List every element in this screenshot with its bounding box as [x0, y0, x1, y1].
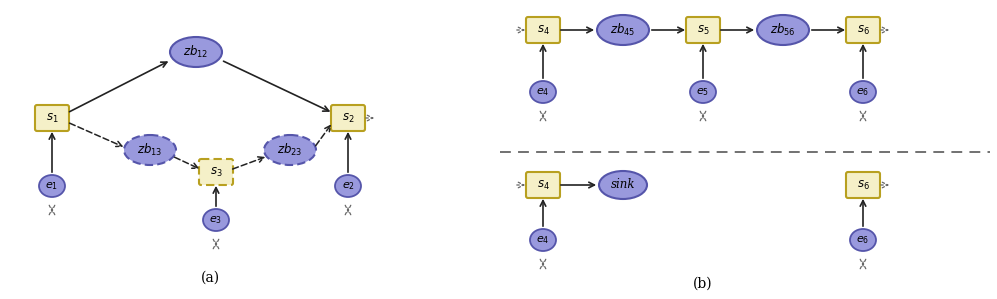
Text: $e_3$: $e_3$ [209, 214, 222, 226]
Text: (a): (a) [200, 271, 219, 285]
Text: $s_4$: $s_4$ [536, 23, 549, 36]
Text: $s_2$: $s_2$ [342, 112, 354, 125]
Ellipse shape [264, 135, 316, 165]
Text: $s_3$: $s_3$ [209, 165, 222, 179]
FancyBboxPatch shape [331, 105, 365, 131]
Text: $e_6$: $e_6$ [856, 86, 869, 98]
Ellipse shape [203, 209, 229, 231]
Text: $s_1$: $s_1$ [46, 112, 58, 125]
Ellipse shape [690, 81, 716, 103]
Ellipse shape [757, 15, 809, 45]
Text: $e_5$: $e_5$ [697, 86, 710, 98]
FancyBboxPatch shape [846, 17, 880, 43]
FancyBboxPatch shape [35, 105, 69, 131]
Text: $zb_{23}$: $zb_{23}$ [277, 142, 303, 158]
FancyBboxPatch shape [846, 172, 880, 198]
Text: sink: sink [611, 179, 635, 191]
Text: $e_2$: $e_2$ [342, 180, 355, 192]
FancyBboxPatch shape [526, 17, 560, 43]
Text: $s_5$: $s_5$ [697, 23, 709, 36]
Text: $e_1$: $e_1$ [46, 180, 59, 192]
Text: (b): (b) [693, 277, 713, 291]
Text: $zb_{45}$: $zb_{45}$ [610, 22, 636, 38]
Ellipse shape [530, 229, 556, 251]
Text: $e_4$: $e_4$ [536, 234, 549, 246]
Text: $zb_{12}$: $zb_{12}$ [183, 44, 208, 60]
Text: $e_4$: $e_4$ [536, 86, 549, 98]
Text: $zb_{13}$: $zb_{13}$ [138, 142, 163, 158]
FancyBboxPatch shape [199, 159, 233, 185]
Ellipse shape [599, 171, 647, 199]
FancyBboxPatch shape [686, 17, 720, 43]
FancyBboxPatch shape [526, 172, 560, 198]
Ellipse shape [597, 15, 649, 45]
Text: $s_6$: $s_6$ [856, 23, 869, 36]
Ellipse shape [335, 175, 361, 197]
Ellipse shape [124, 135, 176, 165]
Ellipse shape [850, 229, 876, 251]
Ellipse shape [39, 175, 65, 197]
Ellipse shape [530, 81, 556, 103]
Text: $s_4$: $s_4$ [536, 179, 549, 192]
Ellipse shape [170, 37, 222, 67]
Text: $e_6$: $e_6$ [856, 234, 869, 246]
Text: $zb_{56}$: $zb_{56}$ [770, 22, 796, 38]
Text: $s_6$: $s_6$ [856, 179, 869, 192]
Ellipse shape [850, 81, 876, 103]
